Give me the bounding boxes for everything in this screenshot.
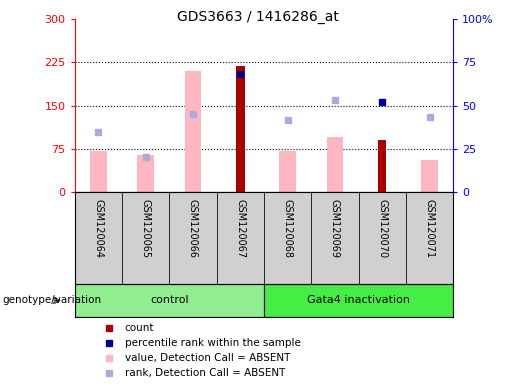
Text: GSM120070: GSM120070 (377, 199, 387, 258)
Text: GDS3663 / 1416286_at: GDS3663 / 1416286_at (177, 10, 338, 23)
Text: rank, Detection Call = ABSENT: rank, Detection Call = ABSENT (125, 368, 285, 378)
Bar (264, 192, 311, 284)
Text: control: control (150, 295, 188, 306)
Text: GSM120068: GSM120068 (283, 199, 293, 258)
Bar (122, 192, 169, 284)
Text: GSM120066: GSM120066 (188, 199, 198, 258)
Bar (185, 71, 201, 192)
Bar (421, 161, 438, 192)
Text: genotype/variation: genotype/variation (3, 295, 101, 306)
Bar (138, 155, 154, 192)
Bar (311, 192, 358, 284)
Bar (236, 66, 245, 192)
Text: count: count (125, 323, 154, 333)
Bar (279, 151, 296, 192)
Text: percentile rank within the sample: percentile rank within the sample (125, 338, 301, 348)
Bar (327, 137, 343, 192)
Bar (217, 192, 264, 284)
Bar (75, 192, 122, 284)
Bar (90, 151, 107, 192)
Bar (358, 192, 406, 284)
Text: GSM120064: GSM120064 (93, 199, 104, 258)
Text: GSM120065: GSM120065 (141, 199, 151, 258)
Bar (406, 192, 453, 284)
Bar (75, 284, 264, 317)
Text: GSM120071: GSM120071 (424, 199, 435, 258)
Bar (378, 140, 386, 192)
Text: GSM120067: GSM120067 (235, 199, 245, 258)
Bar (264, 284, 453, 317)
Text: GSM120069: GSM120069 (330, 199, 340, 258)
Text: Gata4 inactivation: Gata4 inactivation (307, 295, 410, 306)
Bar (169, 192, 217, 284)
Text: value, Detection Call = ABSENT: value, Detection Call = ABSENT (125, 353, 290, 363)
